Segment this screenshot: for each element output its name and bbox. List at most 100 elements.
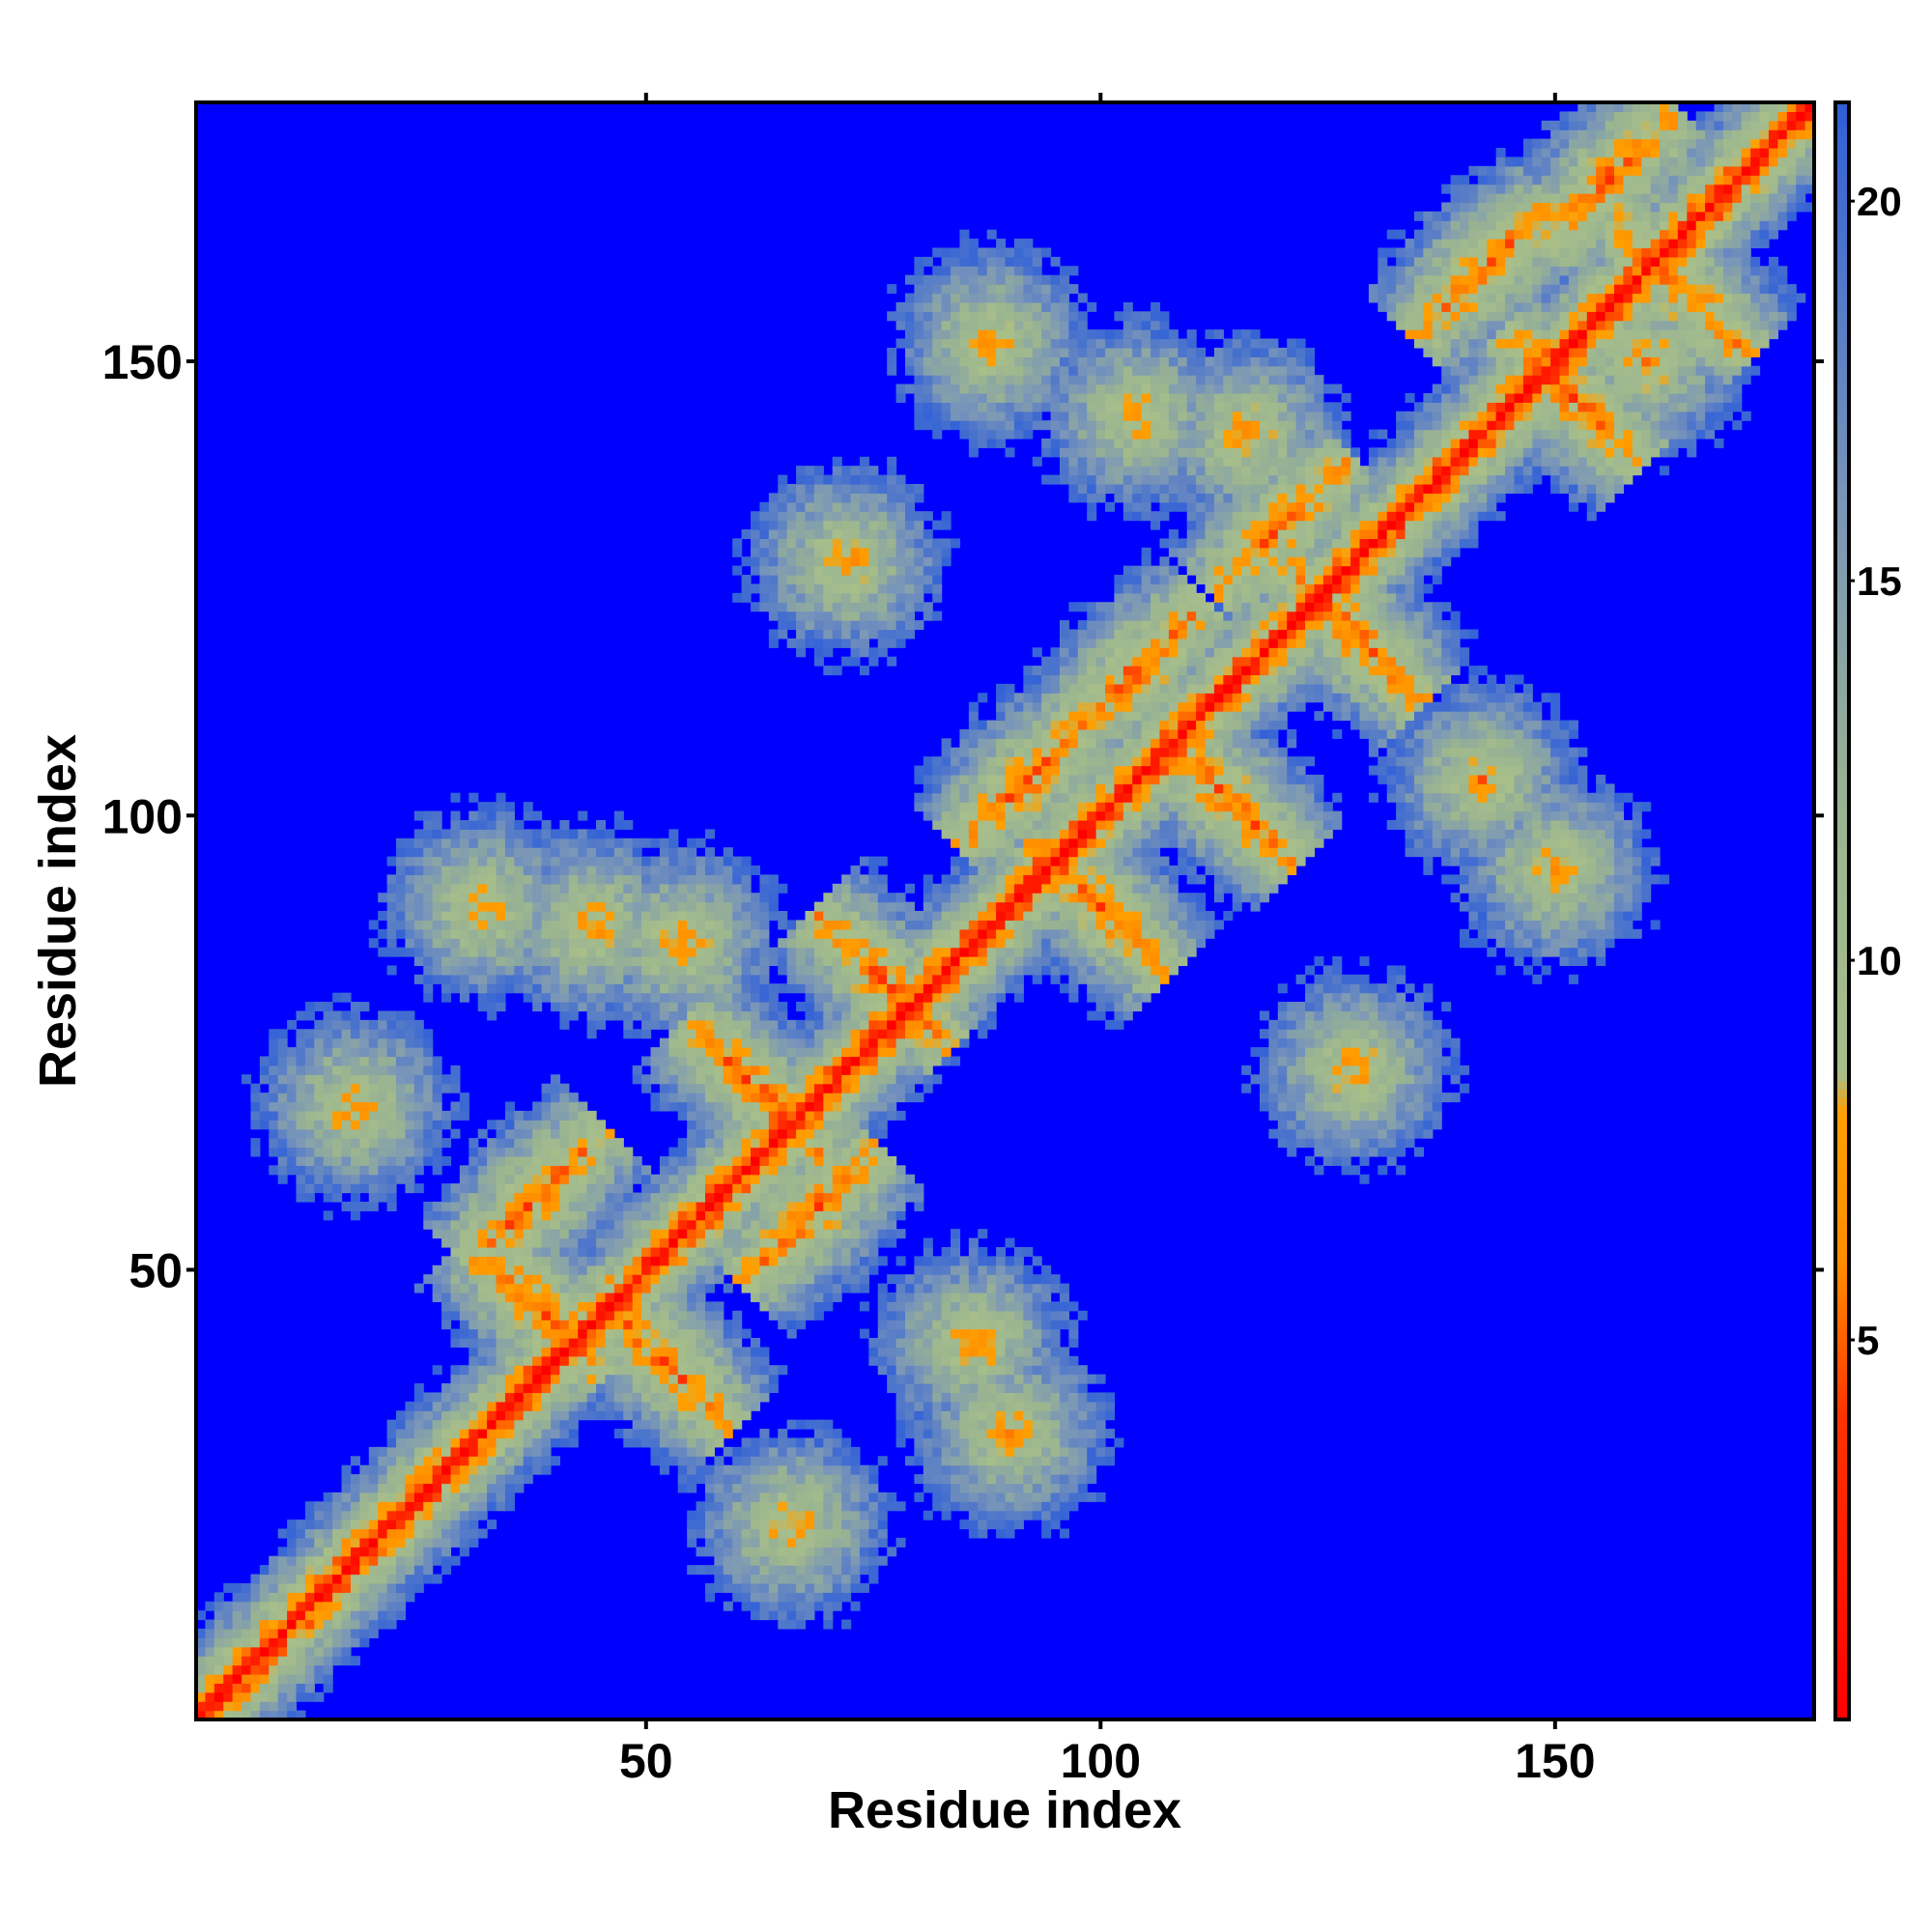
heatmap-cell [396, 1155, 407, 1166]
heatmap-cell [751, 1019, 761, 1030]
heatmap-cell [378, 1120, 388, 1130]
heatmap-cell [714, 1101, 724, 1112]
heatmap-cell [859, 1474, 869, 1485]
heatmap-cell [723, 1537, 733, 1548]
heatmap-cell [459, 1237, 469, 1248]
heatmap-cell [423, 865, 434, 875]
heatmap-cell [304, 1101, 315, 1112]
heatmap-cell [423, 1510, 434, 1520]
heatmap-cell [805, 501, 815, 512]
heatmap-cell [732, 1338, 743, 1349]
heatmap-cell [323, 1056, 333, 1066]
heatmap-cell [578, 1155, 588, 1166]
heatmap-cell [441, 874, 452, 885]
heatmap-cell [832, 1002, 842, 1012]
heatmap-cell [723, 1429, 733, 1439]
heatmap-cell [751, 1537, 761, 1548]
heatmap-cell [904, 565, 915, 576]
heatmap-cell [269, 1683, 279, 1693]
heatmap-cell [378, 1446, 388, 1457]
heatmap-cell [323, 1110, 333, 1121]
heatmap-cell [586, 1320, 597, 1330]
heatmap-cell [568, 1093, 579, 1103]
heatmap-cell [459, 847, 469, 858]
heatmap-cell [259, 1637, 270, 1648]
heatmap-cell [796, 483, 807, 494]
heatmap-cell [704, 1582, 715, 1593]
heatmap-cell [532, 965, 543, 976]
heatmap-cell [904, 602, 915, 612]
heatmap-cell [459, 1328, 469, 1339]
heatmap-cell [477, 865, 488, 875]
heatmap-cell [623, 928, 634, 939]
heatmap-cell [687, 1174, 697, 1184]
heatmap-cell [659, 1201, 669, 1211]
heatmap-cell [723, 1338, 733, 1349]
heatmap-cell [423, 1520, 434, 1530]
heatmap-cell [496, 1492, 506, 1502]
heatmap-cell [668, 1374, 679, 1384]
heatmap-cell [877, 1237, 888, 1248]
heatmap-cell [487, 1501, 497, 1512]
heatmap-cell [586, 883, 597, 894]
heatmap-cell [523, 983, 533, 994]
heatmap-cell [432, 1474, 442, 1485]
heatmap-cell [841, 893, 852, 903]
heatmap-cell [559, 1229, 570, 1239]
heatmap-cell [504, 911, 515, 921]
heatmap-cell [659, 1338, 669, 1349]
heatmap-cell [704, 1256, 715, 1266]
heatmap-cell [341, 992, 352, 1003]
heatmap-cell [532, 1155, 543, 1166]
heatmap-cell [532, 938, 543, 949]
heatmap-cell [832, 1456, 842, 1466]
heatmap-cell [796, 556, 807, 567]
heatmap-cell [650, 1456, 661, 1466]
heatmap-cell [386, 1110, 397, 1121]
heatmap-cell [641, 1301, 652, 1312]
heatmap-cell [868, 520, 879, 530]
heatmap-cell [923, 1002, 933, 1012]
heatmap-cell [559, 1419, 570, 1430]
heatmap-cell [759, 1446, 770, 1457]
heatmap-cell [441, 938, 452, 949]
heatmap-cell [450, 1446, 461, 1457]
heatmap-cell [759, 1474, 770, 1485]
heatmap-cell [668, 1029, 679, 1039]
heatmap-cell [813, 1547, 824, 1557]
heatmap-cell [650, 1019, 661, 1030]
heatmap-cell [477, 1246, 488, 1257]
heatmap-cell [559, 1401, 570, 1411]
heatmap-cell [559, 1246, 570, 1257]
heatmap-cell [687, 1201, 697, 1211]
heatmap-cell [677, 883, 688, 894]
heatmap-cell [359, 1183, 370, 1194]
heatmap-cell [477, 901, 488, 912]
heatmap-cell [751, 520, 761, 530]
heatmap-cell [632, 1002, 642, 1012]
heatmap-cell [386, 1165, 397, 1176]
heatmap-cell [459, 1374, 469, 1384]
heatmap-cell [432, 1274, 442, 1285]
heatmap-cell [504, 1128, 515, 1139]
heatmap-cell [768, 638, 779, 648]
heatmap-cell [568, 1419, 579, 1430]
heatmap-cell [559, 920, 570, 930]
heatmap-cell [759, 1101, 770, 1112]
heatmap-cell [823, 1292, 834, 1302]
heatmap-cell [341, 1155, 352, 1166]
heatmap-cell [677, 1183, 688, 1194]
heatmap-cell [269, 1565, 279, 1576]
heatmap-cell [623, 847, 634, 858]
heatmap-cell [887, 983, 897, 994]
heatmap-cell [613, 819, 624, 830]
heatmap-cell [332, 1165, 343, 1176]
heatmap-cell [523, 1201, 533, 1211]
heatmap-cell [423, 829, 434, 839]
heatmap-cell [877, 1093, 888, 1103]
heatmap-cell [887, 1310, 897, 1321]
heatmap-cell [932, 1492, 943, 1502]
heatmap-cell [723, 1183, 733, 1194]
heatmap-cell [323, 1128, 333, 1139]
heatmap-cell [768, 538, 779, 549]
